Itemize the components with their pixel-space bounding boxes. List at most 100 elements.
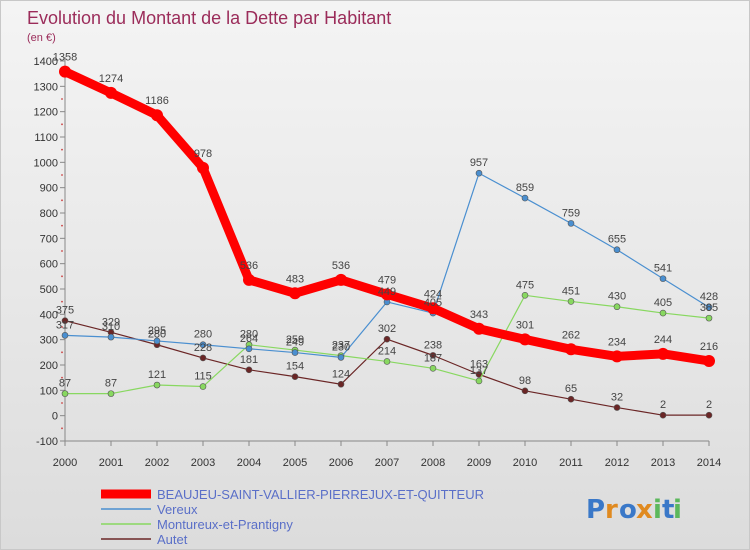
x-tick-label: 2004 (237, 457, 261, 469)
logo-letter: x (636, 495, 653, 525)
x-tick-label: 2009 (467, 457, 491, 469)
data-label-1: 655 (608, 234, 626, 246)
data-label-3: 154 (286, 361, 304, 373)
legend: BEAUJEU-SAINT-VALLIER-PIERREJUX-ET-QUITT… (101, 487, 484, 547)
y-minor-tick (61, 326, 63, 328)
x-tick-label: 2001 (99, 457, 123, 469)
data-label-3: 181 (240, 354, 258, 366)
axes: -100 0 100 200 300 400 500 600 700 800 900 1000 1100… (34, 56, 722, 469)
data-label-0: 483 (286, 273, 304, 285)
y-minor-tick (61, 224, 63, 227)
series-point-3 (245, 366, 253, 374)
data-label-0: 536 (332, 260, 350, 272)
data-label-2: 121 (148, 369, 166, 381)
legend-label-0: BEAUJEU-SAINT-VALLIER-PIERREJUX-ET-QUITT… (157, 487, 484, 502)
data-label-2: 237 (332, 340, 350, 352)
y-tick-label: 1000 (34, 157, 58, 169)
data-label-2: 451 (562, 285, 580, 297)
series-point-0 (473, 322, 485, 335)
series-point-0 (519, 333, 531, 346)
data-label-0: 216 (700, 341, 718, 353)
y-tick-label: 1300 (34, 81, 58, 93)
data-label-1: 317 (56, 319, 74, 331)
data-label-3: 302 (378, 323, 396, 335)
series-point-2 (613, 303, 621, 311)
data-label-1: 264 (240, 333, 258, 345)
data-label-2: 385 (700, 302, 718, 314)
logo-letter: t (662, 495, 674, 525)
y-tick-label: 900 (40, 183, 58, 195)
y-tick-label: 300 (40, 335, 58, 347)
series-point-0 (151, 109, 163, 122)
series-point-1 (705, 303, 713, 311)
x-tick-label: 2002 (145, 457, 169, 469)
series-point-3 (613, 404, 621, 411)
data-label-3: 163 (470, 358, 488, 370)
series-point-0 (59, 65, 71, 78)
y-minor-tick (61, 250, 63, 252)
y-tick-label: 500 (40, 284, 58, 296)
series-point-1 (521, 194, 529, 202)
y-minor-tick (61, 275, 63, 278)
series-point-2 (521, 292, 529, 299)
y-minor-tick (61, 376, 63, 379)
data-label-2: 280 (240, 329, 258, 341)
data-label-0: 424 (424, 288, 442, 300)
x-tick-label: 2003 (191, 457, 215, 469)
y-tick-label: 200 (40, 360, 58, 372)
data-label-0: 301 (516, 319, 534, 331)
data-label-3: 65 (565, 383, 577, 395)
y-tick-label: 1200 (34, 107, 58, 119)
x-tick-label: 2013 (651, 457, 675, 469)
chart-subtitle: (en €) (27, 32, 56, 44)
series-point-0 (105, 86, 117, 99)
series-point-3 (521, 387, 529, 395)
y-tick-label: 1100 (34, 132, 58, 144)
series-point-0 (611, 350, 623, 363)
data-label-3: 2 (706, 399, 712, 411)
data-label-0: 978 (194, 148, 212, 160)
data-label-0: 244 (654, 334, 672, 346)
series-point-1 (291, 349, 299, 356)
y-minor-tick (61, 427, 63, 430)
data-label-3: 98 (519, 375, 531, 387)
data-label-1: 957 (470, 157, 488, 169)
data-label-1: 280 (194, 329, 212, 341)
data-label-1: 859 (516, 182, 534, 194)
data-label-2: 214 (378, 345, 396, 357)
series-point-1 (107, 333, 115, 341)
logo-letter: r (605, 495, 618, 525)
data-label-2: 87 (105, 378, 117, 390)
series-point-2 (567, 298, 575, 305)
series-point-1 (475, 169, 483, 177)
series-point-1 (613, 246, 621, 254)
series-layer (59, 65, 715, 419)
data-label-2: 137 (470, 365, 488, 377)
series-point-3 (61, 317, 69, 324)
data-label-1: 428 (700, 291, 718, 303)
series-point-0 (703, 354, 715, 367)
data-label-2: 430 (608, 291, 626, 303)
series-point-0 (243, 273, 255, 286)
data-label-3: 32 (611, 392, 623, 404)
series-point-1 (153, 337, 161, 345)
x-tick-label: 2007 (375, 457, 399, 469)
data-label-0: 1186 (145, 95, 169, 107)
data-label-2: 259 (286, 334, 304, 346)
series-point-1 (61, 332, 69, 339)
data-label-0: 262 (562, 329, 580, 341)
series-point-3 (567, 395, 575, 403)
series-point-1 (567, 220, 575, 227)
data-label-1: 405 (424, 297, 442, 309)
y-minor-tick (61, 199, 63, 202)
data-label-0: 479 (378, 274, 396, 286)
series-point-2 (153, 381, 161, 389)
data-label-3: 375 (56, 305, 74, 317)
y-minor-tick (61, 98, 63, 100)
series-point-0 (289, 287, 301, 300)
data-label-1: 310 (102, 321, 120, 333)
